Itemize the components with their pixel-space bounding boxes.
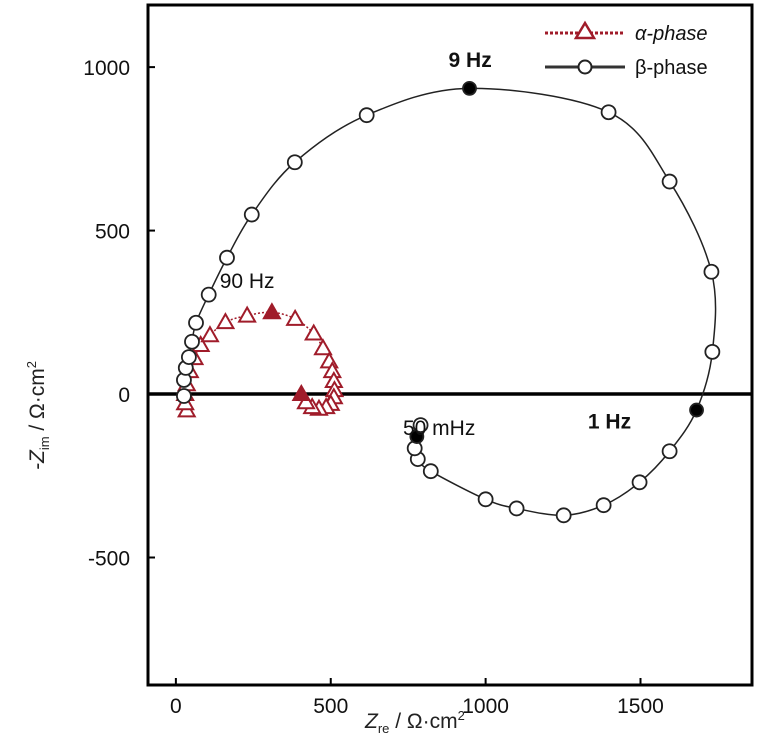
frequency-annotation: 50 mHz bbox=[403, 417, 475, 440]
alpha-data-point bbox=[215, 312, 236, 330]
y-tick-label: 500 bbox=[95, 221, 130, 244]
x-tick-label: 0 bbox=[170, 695, 182, 718]
beta-data-point bbox=[508, 500, 525, 517]
beta-data-point bbox=[600, 104, 617, 121]
beta-data-point bbox=[422, 463, 439, 480]
beta-data-point bbox=[200, 286, 217, 303]
beta-data-point bbox=[176, 388, 192, 404]
y-tick-label: 0 bbox=[118, 384, 130, 407]
frequency-annotation: 90 Hz bbox=[220, 270, 275, 293]
alpha-data-point bbox=[313, 338, 333, 356]
alpha-data-point bbox=[291, 384, 312, 402]
legend-beta-circle-icon bbox=[577, 59, 593, 75]
beta-data-point bbox=[286, 154, 303, 171]
x-tick-label: 1000 bbox=[462, 695, 509, 718]
legend: α-phase β-phase bbox=[545, 20, 708, 79]
beta-data-point bbox=[477, 491, 494, 508]
y-tick-label: -500 bbox=[88, 548, 130, 571]
x-tick-label: 500 bbox=[313, 695, 348, 718]
beta-data-point bbox=[555, 507, 572, 524]
alpha-data-point bbox=[262, 302, 282, 320]
plot-frame bbox=[146, 3, 754, 687]
beta-data-point bbox=[661, 173, 678, 190]
x-axis-label: Zre / Ω·cm2 bbox=[364, 708, 465, 736]
alpha-data-point bbox=[303, 323, 324, 341]
y-axis-label: -Zim / Ω·cm2 bbox=[24, 361, 52, 470]
alpha-data-point bbox=[285, 308, 305, 326]
beta-data-point bbox=[661, 443, 678, 460]
legend-beta-label: β-phase bbox=[635, 57, 708, 79]
legend-alpha-triangle-icon bbox=[573, 20, 597, 40]
beta-data-point bbox=[243, 206, 260, 223]
alpha-data-point bbox=[296, 392, 316, 410]
x-tick-label: 1500 bbox=[617, 695, 664, 718]
beta-data-point bbox=[704, 343, 721, 360]
beta-data-point bbox=[462, 80, 477, 96]
beta-data-point bbox=[595, 497, 612, 514]
legend-alpha-label: α-phase bbox=[635, 23, 708, 45]
beta-data-point bbox=[188, 314, 204, 331]
beta-data-point bbox=[184, 333, 200, 350]
frequency-annotation: 9 Hz bbox=[449, 49, 492, 72]
beta-data-point bbox=[219, 249, 235, 266]
beta-data-point bbox=[358, 107, 375, 124]
alpha-data-point bbox=[237, 305, 257, 323]
alpha-data-point bbox=[200, 325, 220, 343]
beta-data-point bbox=[412, 417, 429, 433]
beta-data-point bbox=[703, 263, 720, 280]
y-tick-label: 1000 bbox=[83, 57, 130, 80]
beta-data-point bbox=[631, 474, 648, 491]
frequency-annotation: 1 Hz bbox=[588, 410, 631, 433]
beta-data-point bbox=[180, 349, 197, 365]
beta-data-point bbox=[689, 402, 704, 418]
